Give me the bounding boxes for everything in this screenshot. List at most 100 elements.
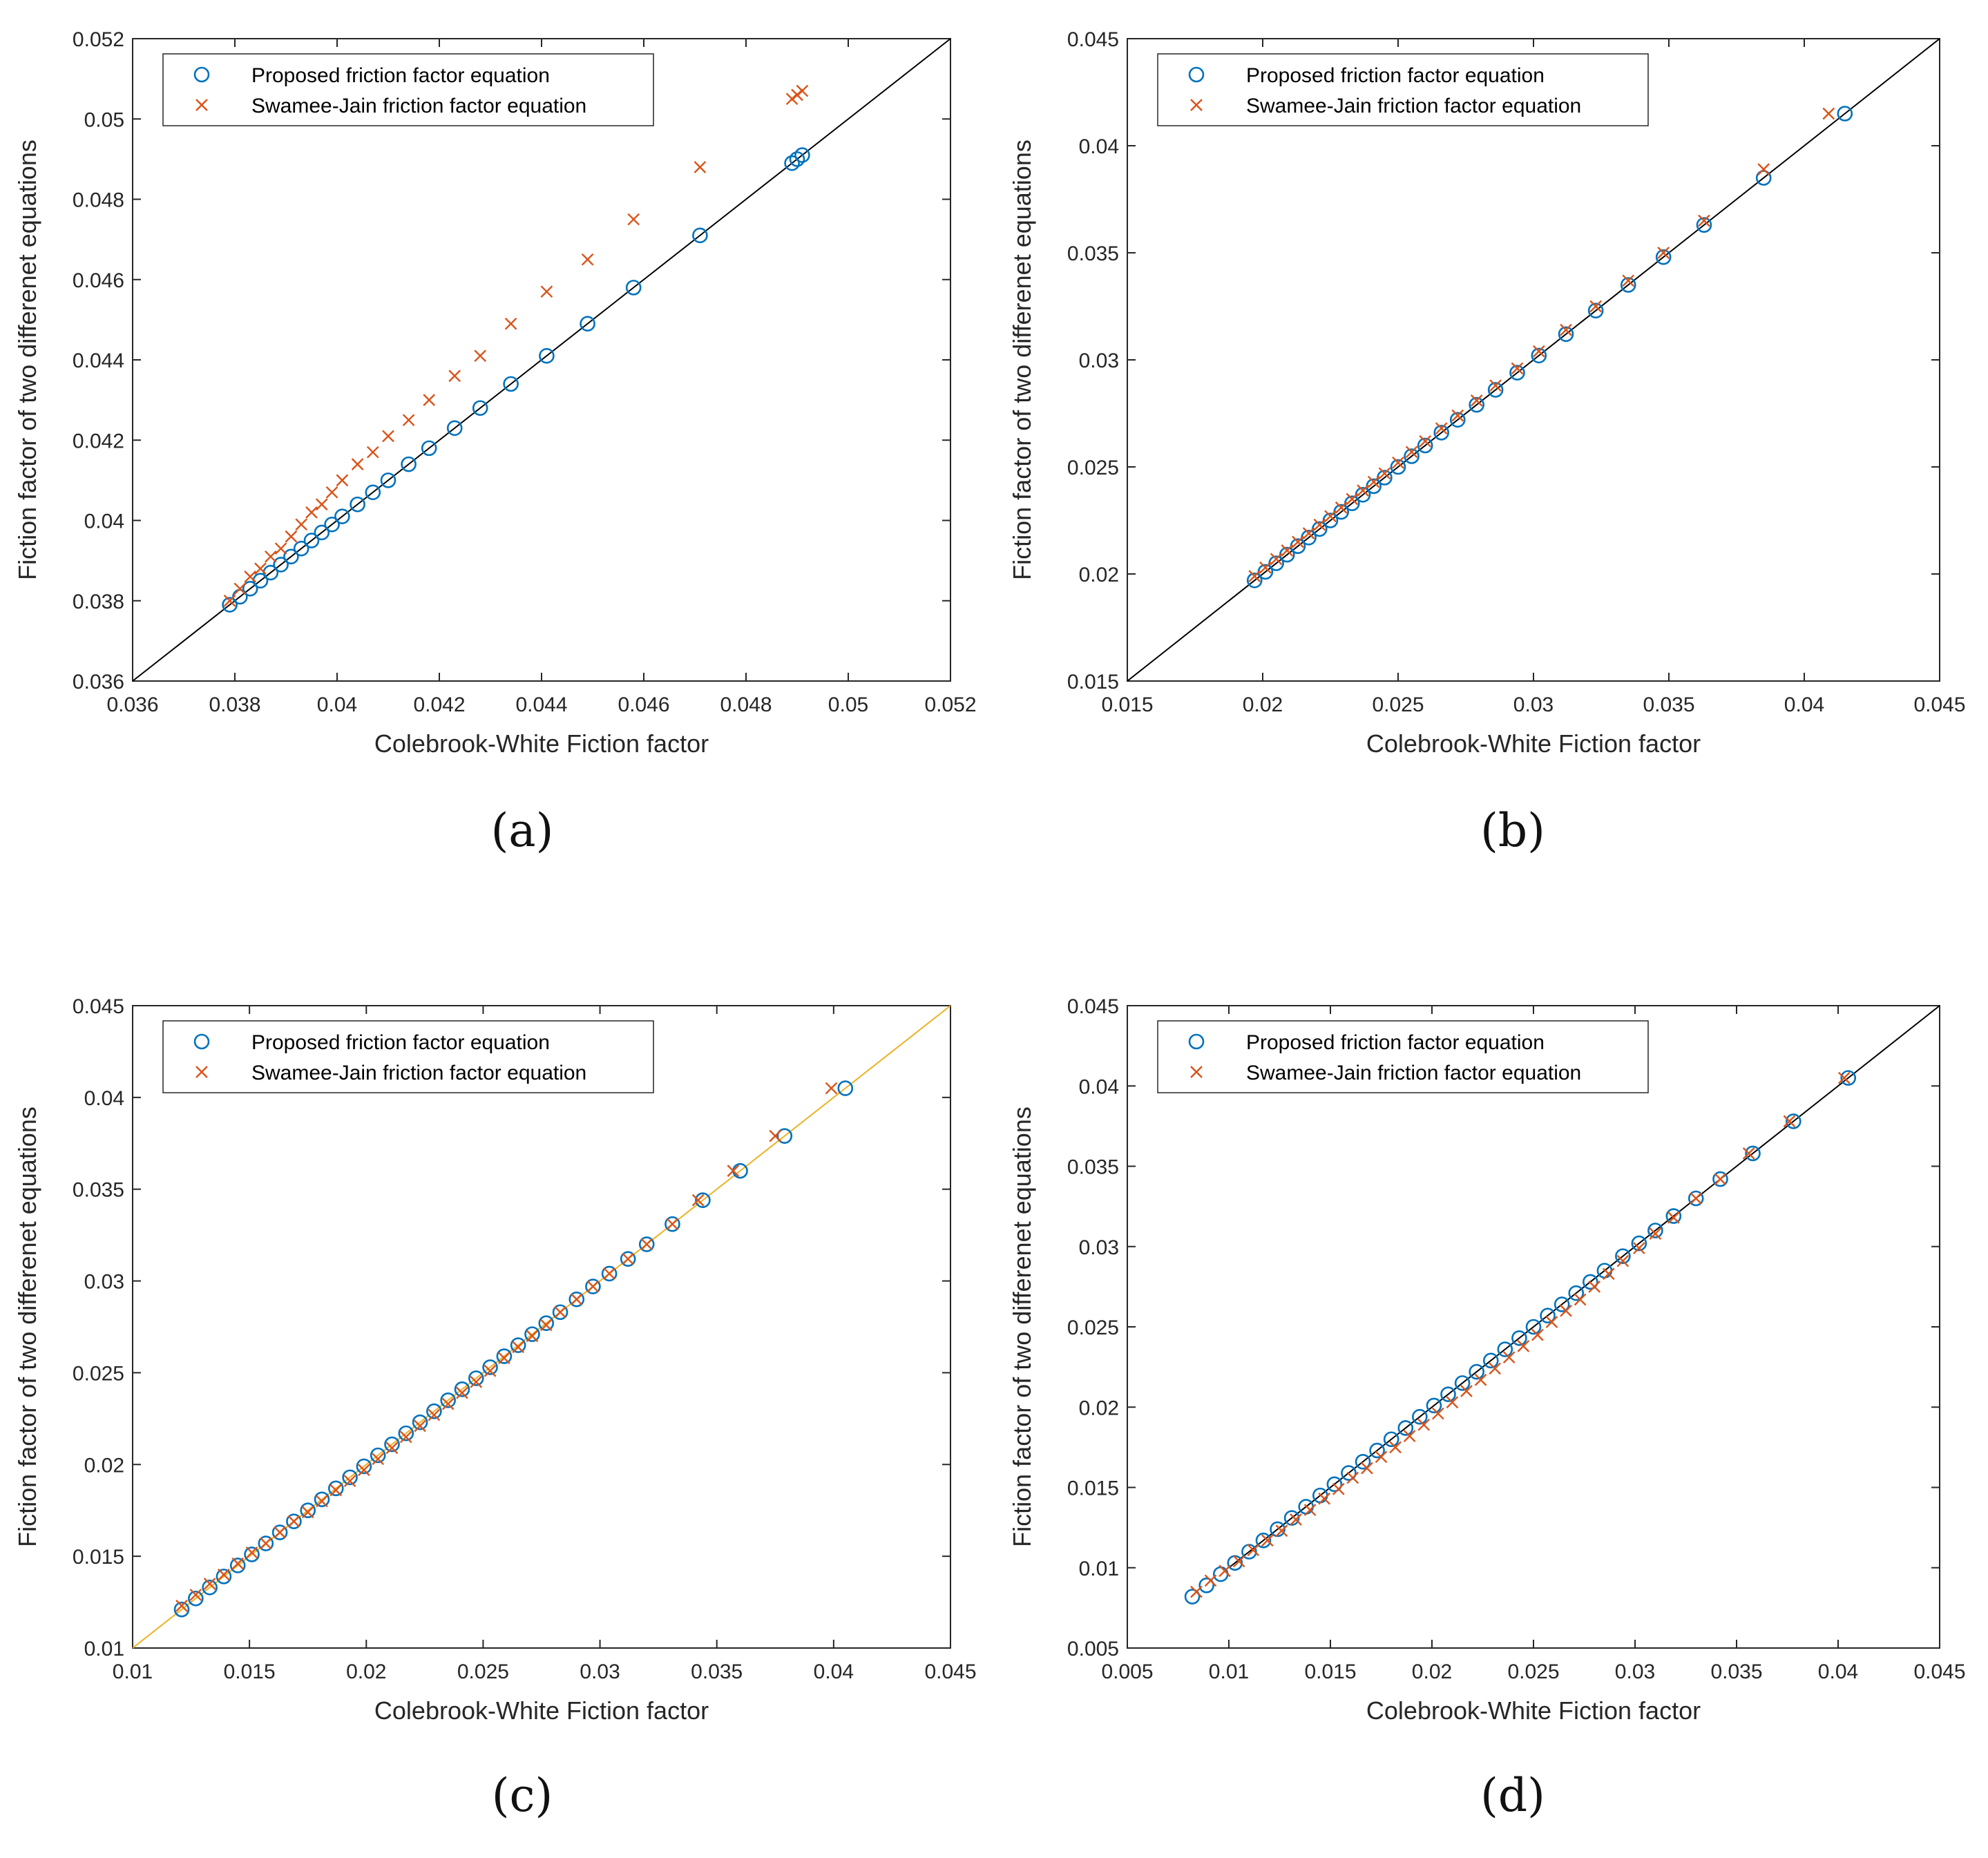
x-tick-label: 0.025 [457,1660,509,1683]
x-tick-label: 0.036 [106,693,158,716]
swamee-point [1474,1373,1487,1386]
panel-caption: (d) [1480,1769,1545,1822]
swamee-point [1633,1242,1645,1254]
y-tick-label: 0.005 [1067,1638,1119,1660]
swamee-point [691,1194,705,1207]
proposed-point [1665,1208,1682,1224]
swamee-point [1392,456,1404,469]
y-tick-label: 0.052 [73,28,124,51]
axes-box [132,1005,951,1649]
proposed-point [273,557,289,573]
swamee-point [233,582,247,595]
proposed-point [539,347,555,364]
swamee-point [274,1526,286,1539]
proposed-point [1390,459,1406,475]
panel-caption: (b) [1480,804,1545,857]
proposed-point [216,1569,232,1584]
proposed-point [300,1502,316,1519]
x-tick-label: 0.025 [1507,1660,1559,1683]
legend-box [162,1020,654,1093]
x-tick-label: 0.035 [1643,693,1694,716]
swamee-point [796,84,809,97]
swamee-point [336,474,349,487]
proposed-point [314,524,330,541]
swamee-point [1419,434,1432,448]
proposed-point [784,155,800,171]
proposed-point [365,484,381,501]
swamee-point [1204,1574,1217,1587]
swamee-point [1502,1351,1516,1364]
proposed-point [1227,1555,1243,1571]
swamee-point [1261,1534,1274,1547]
proposed-point [789,151,805,167]
proposed-point [503,376,519,392]
swamee-point [1757,163,1770,175]
proposed-point [1840,1070,1856,1086]
swamee-point [351,458,364,470]
y-tick-label: 0.04 [1079,1075,1119,1098]
proposed-point [568,1291,585,1308]
proposed-point [665,1216,680,1232]
swamee-point [1313,518,1326,531]
proposed-point [446,420,463,437]
swamee-point [498,1352,510,1365]
y-tick-label: 0.04 [84,510,124,533]
y-tick-label: 0.015 [1067,671,1119,693]
x-tick-label: 0.035 [691,1660,743,1683]
swamee-point [448,370,461,383]
y-tick-label: 0.01 [84,1638,124,1660]
swamee-point [470,1375,483,1388]
swamee-point [423,394,436,406]
proposed-point [1469,396,1484,413]
proposed-point [1615,1248,1631,1264]
swamee-point [694,161,707,173]
swamee-point [1560,323,1572,336]
x-tick-label: 0.03 [1615,1660,1655,1683]
swamee-point [414,1419,426,1433]
proposed-point [1355,1454,1371,1470]
proposed-point [837,1080,854,1096]
y-tick-label: 0.015 [1067,1477,1119,1500]
y-tick-label: 0.02 [1079,1397,1119,1419]
proposed-point [1454,1375,1471,1391]
swamee-point [1446,1396,1459,1409]
legend-swamee-marker [195,1066,208,1078]
proposed-point [776,1128,793,1144]
swamee-point [1489,379,1502,392]
proposed-point [1583,1274,1598,1290]
proposed-point [1540,1308,1556,1324]
swamee-point [1435,422,1448,435]
x-tick-label: 0.015 [1304,1660,1356,1683]
swamee-point [1403,1430,1416,1442]
swamee-point [175,1600,188,1612]
swamee-point [1270,553,1283,566]
x-axis-label: Colebrook-White Fiction factor [1366,729,1701,758]
swamee-point [1532,345,1545,358]
proposed-point [222,597,238,613]
swamee-point [1531,1328,1544,1341]
proposed-point [303,533,320,548]
swamee-point [1292,535,1304,548]
x-tick-label: 0.038 [209,693,260,716]
swamee-point [1346,1471,1359,1484]
proposed-point [692,227,708,244]
swamee-point [301,1506,314,1519]
proposed-point [1487,382,1504,398]
swamee-point [305,506,318,519]
swamee-point [1248,570,1261,582]
proposed-point [293,540,309,557]
legend-proposed-marker [1188,1033,1205,1050]
swamee-point [1588,1281,1601,1293]
swamee-point [428,1408,441,1421]
y-axis-label: Fiction factor of two differenet equatio… [1008,140,1036,580]
panel-b: 0.015 0.02 0.025 0.03 0.035 0.04 0.045 0.015 0.0… [1008,28,1966,857]
swamee-point [325,486,338,499]
y-tick-label: 0.046 [73,269,124,292]
swamee-point [218,1568,230,1581]
x-tick-label: 0.02 [346,1660,386,1683]
swamee-point [1517,1340,1530,1352]
proposed-point [638,1236,655,1252]
proposed-point [482,1359,498,1375]
proposed-point [398,1425,414,1442]
proposed-point [286,1513,302,1529]
